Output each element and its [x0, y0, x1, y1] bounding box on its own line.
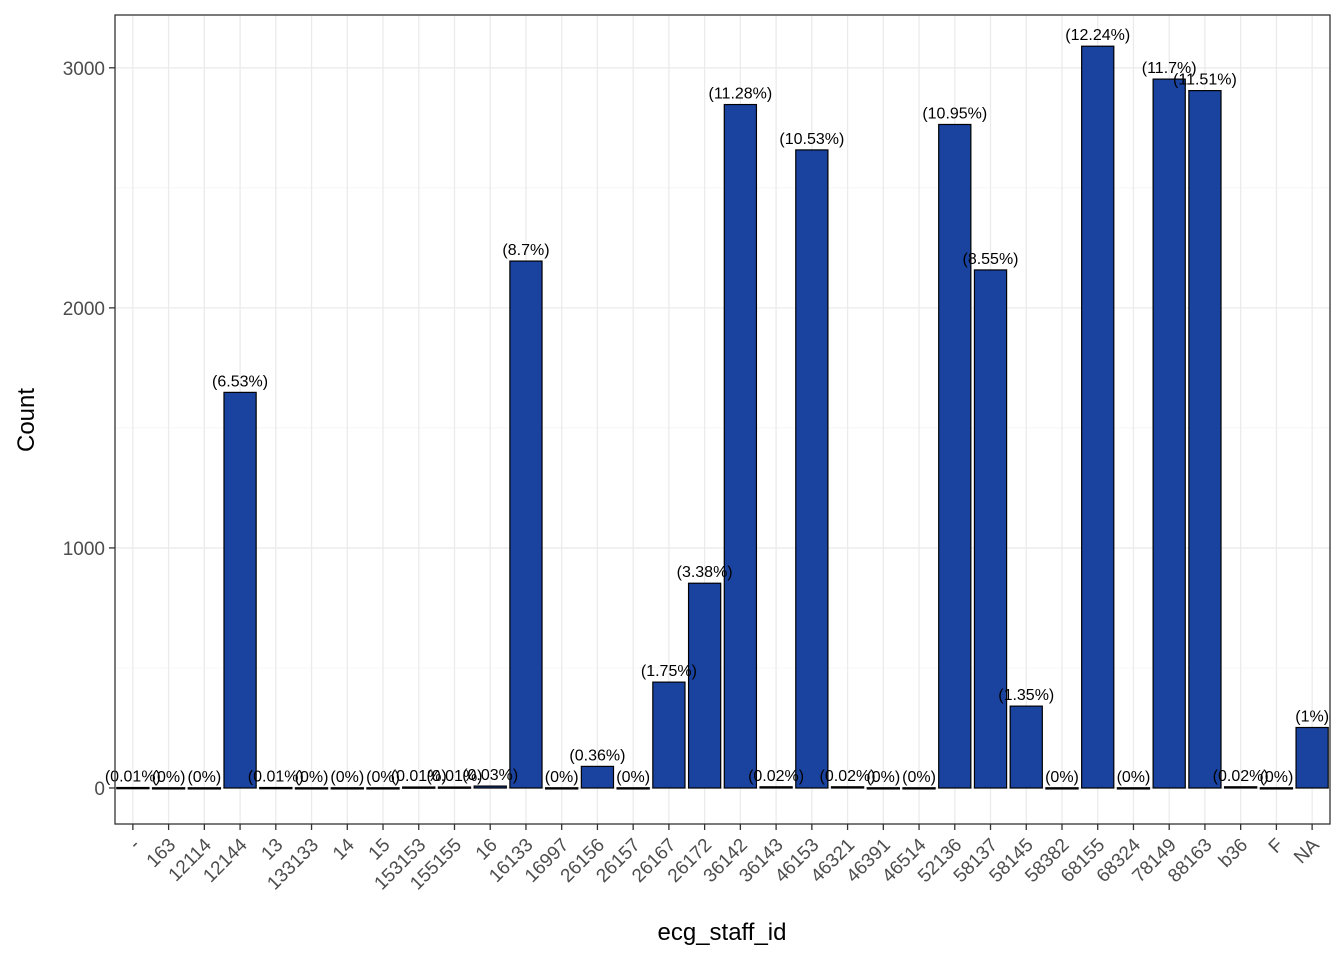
bar [759, 786, 793, 789]
bar [473, 785, 507, 789]
bar [795, 149, 829, 789]
bar [402, 786, 436, 789]
x-axis-title: ecg_staff_id [658, 919, 787, 946]
bars [116, 45, 1329, 790]
y-axis-title: Count [13, 388, 40, 452]
x-tick-label: 14 [329, 834, 359, 864]
bar-percent-label: (0%) [1260, 769, 1294, 786]
bar-percent-label: (12.24%) [1065, 27, 1130, 44]
bar-percent-label: (0.01%) [105, 769, 161, 786]
bar-percent-label: (0%) [330, 769, 364, 786]
bar-percent-label: (6.53%) [212, 373, 268, 390]
x-tick-label: F [1265, 835, 1288, 858]
bar-percent-label: (8.55%) [962, 251, 1018, 268]
bar [866, 787, 900, 790]
bar [902, 787, 936, 790]
y-tick-label: 3000 [63, 59, 105, 80]
y-tick-label: 0 [94, 779, 105, 800]
bar [223, 391, 257, 789]
bar-percent-label: (0%) [902, 769, 936, 786]
bar [151, 787, 186, 790]
bar-percent-label: (8.7%) [502, 242, 549, 259]
bar [938, 123, 972, 789]
bar [1152, 78, 1186, 789]
bar-percent-label: (0.01%) [248, 769, 304, 786]
bar-percent-label: (0.02%) [820, 768, 876, 785]
bar [1188, 90, 1222, 789]
bar-labels: (0.01%)(0%) (0%)(6.53%)(0.01%)(0%) (0%) (0%… [105, 27, 1329, 786]
bar [545, 787, 579, 790]
bar-percent-label: (11.51%) [1173, 72, 1237, 89]
y-tick-label: 1000 [63, 539, 105, 560]
bar [1116, 787, 1151, 790]
bar-percent-label: (3.38%) [677, 564, 733, 581]
bar [294, 787, 329, 790]
bar [723, 103, 758, 789]
bar-percent-label: (0.02%) [748, 768, 804, 785]
bar [1081, 45, 1115, 789]
bar-percent-label: (11.28%) [709, 86, 773, 103]
bar [616, 787, 650, 790]
bar-percent-label: (0.01%) [426, 768, 482, 785]
bar-percent-label: (0%) [545, 769, 579, 786]
bar-percent-label: (0%) [866, 769, 900, 786]
bar-percent-label: (0%) [187, 769, 221, 786]
bar [580, 765, 615, 789]
bar [330, 787, 364, 790]
bar [366, 787, 400, 790]
bar-percent-label: (11.7%) [1142, 60, 1197, 77]
bar-percent-label: (0.03%) [462, 767, 518, 784]
bar [687, 582, 722, 789]
bar-percent-label: (0.36%) [569, 747, 625, 764]
bar [509, 260, 543, 789]
bar [830, 786, 865, 789]
bar-percent-label: (0%) [1117, 769, 1151, 786]
bar-percent-label: (0%) [616, 769, 650, 786]
bar-percent-label: (0.01%) [391, 768, 447, 785]
bar [116, 786, 150, 790]
bar [437, 786, 472, 789]
bar-percent-label: (0%) [1045, 769, 1079, 786]
bar-percent-label: (1%) [1295, 708, 1329, 725]
bar [187, 787, 222, 790]
bar-percent-label: (0%) [152, 769, 186, 786]
bar-percent-label: (10.53%) [779, 131, 844, 148]
bar-percent-label: (1.75%) [641, 663, 697, 680]
bar [973, 269, 1008, 789]
bar-percent-label: (1.35%) [998, 687, 1054, 704]
bar [1295, 726, 1329, 789]
panel-border [114, 14, 1331, 825]
x-tick-label: NA [1290, 834, 1324, 868]
bar-percent-label: (0.02%) [1213, 768, 1269, 785]
bar-percent-label: (10.95%) [922, 105, 987, 122]
x-tick-label: - [125, 835, 144, 854]
bar-percent-label: (0%) [366, 769, 400, 786]
bar [1009, 705, 1043, 789]
x-tick-label: b36 [1215, 835, 1252, 872]
bar [1223, 786, 1258, 789]
bar-percent-label: (0%) [295, 769, 329, 786]
panel-background [115, 15, 1330, 824]
bar [259, 786, 293, 790]
bar [1259, 787, 1294, 790]
bar [1045, 787, 1079, 790]
y-tick-label: 2000 [63, 299, 105, 320]
bar [652, 681, 686, 789]
